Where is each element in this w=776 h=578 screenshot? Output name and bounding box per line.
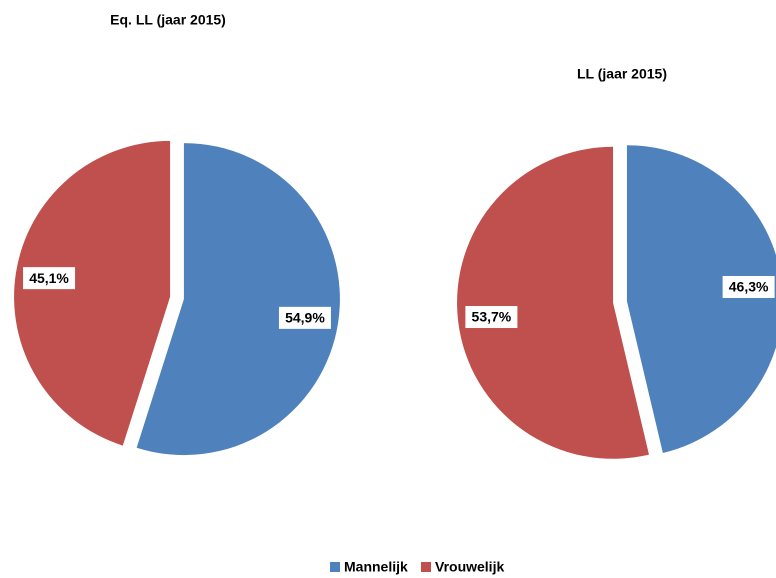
- label-box: [278, 306, 331, 329]
- legend-swatch: [421, 562, 431, 572]
- pie-slice: [457, 146, 649, 459]
- chart-title: Eq. LL (jaar 2015): [110, 12, 226, 28]
- data-label: 46,3%: [729, 279, 769, 295]
- label-box: [465, 306, 518, 329]
- pie-slice: [626, 145, 776, 453]
- legend-label: Mannelijk: [344, 559, 408, 575]
- label-box: [23, 267, 76, 290]
- pie-slice: [136, 143, 340, 456]
- data-label: 53,7%: [472, 309, 512, 325]
- legend-swatch: [330, 562, 340, 572]
- data-label: 45,1%: [29, 270, 69, 286]
- label-box: [722, 275, 775, 298]
- chart-title: LL (jaar 2015): [577, 66, 667, 82]
- data-label: 54,9%: [285, 310, 325, 326]
- pie-slice: [14, 140, 171, 446]
- legend-label: Vrouwelijk: [435, 559, 504, 575]
